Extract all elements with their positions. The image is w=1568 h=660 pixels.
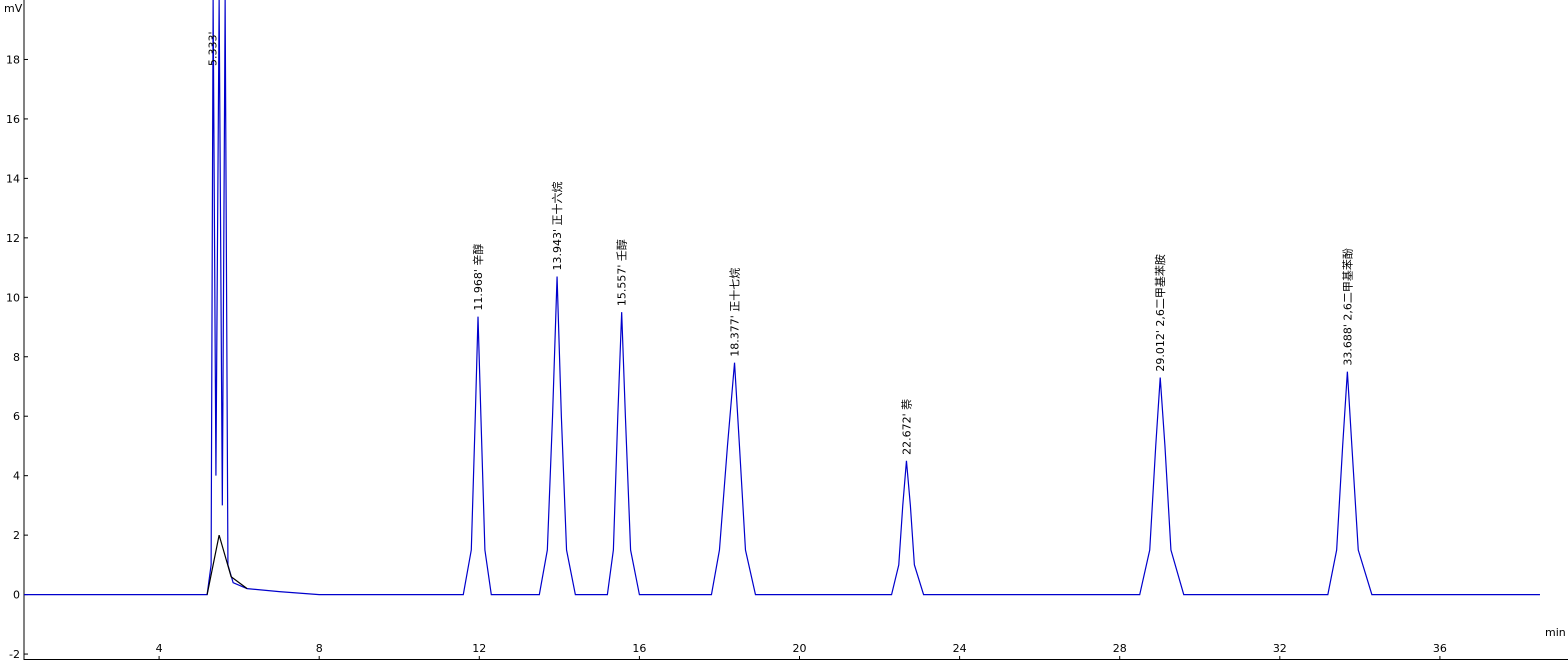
x-tick-label: 20 [793,642,807,655]
y-tick-label: -2 [9,648,20,660]
peak-label: 29.012' 2,6二甲基苯胺 [1153,254,1167,372]
x-tick-label: 24 [953,642,967,655]
peak-label: 11.968' 辛醇 [471,244,485,311]
x-tick-label: 8 [316,642,323,655]
peak-label: 33.688' 2,6二甲基苯酚 [1340,248,1354,366]
y-tick-label: 8 [13,351,20,364]
y-tick-label: 16 [6,113,20,126]
x-tick-label: 16 [632,642,646,655]
y-axis-label: mV [4,2,23,15]
peak-label: 18.377' 正十七烷 [728,268,742,357]
y-tick-label: 12 [6,232,20,245]
x-axis-label: min [1545,626,1566,639]
y-tick-label: 14 [6,172,20,185]
x-tick-label: 28 [1113,642,1127,655]
trace [206,534,248,595]
y-tick-label: 0 [13,589,20,602]
y-tick-label: 2 [13,529,20,542]
y-tick-label: 18 [6,53,20,66]
x-tick-label: 12 [472,642,486,655]
trace [24,0,1540,596]
x-tick-label: 4 [156,642,163,655]
peak-label: 15.557' 壬醇 [615,239,629,306]
y-tick-label: 6 [13,410,20,423]
peak-label: 22.672' 萘 [900,399,913,455]
peak-label: 5.333' [206,31,219,66]
y-tick-label: 4 [13,470,20,483]
x-tick-label: 32 [1273,642,1287,655]
y-tick-label: 10 [6,291,20,304]
x-tick-label: 36 [1433,642,1447,655]
peak-label: 13.943' 正十六烷 [550,181,564,270]
